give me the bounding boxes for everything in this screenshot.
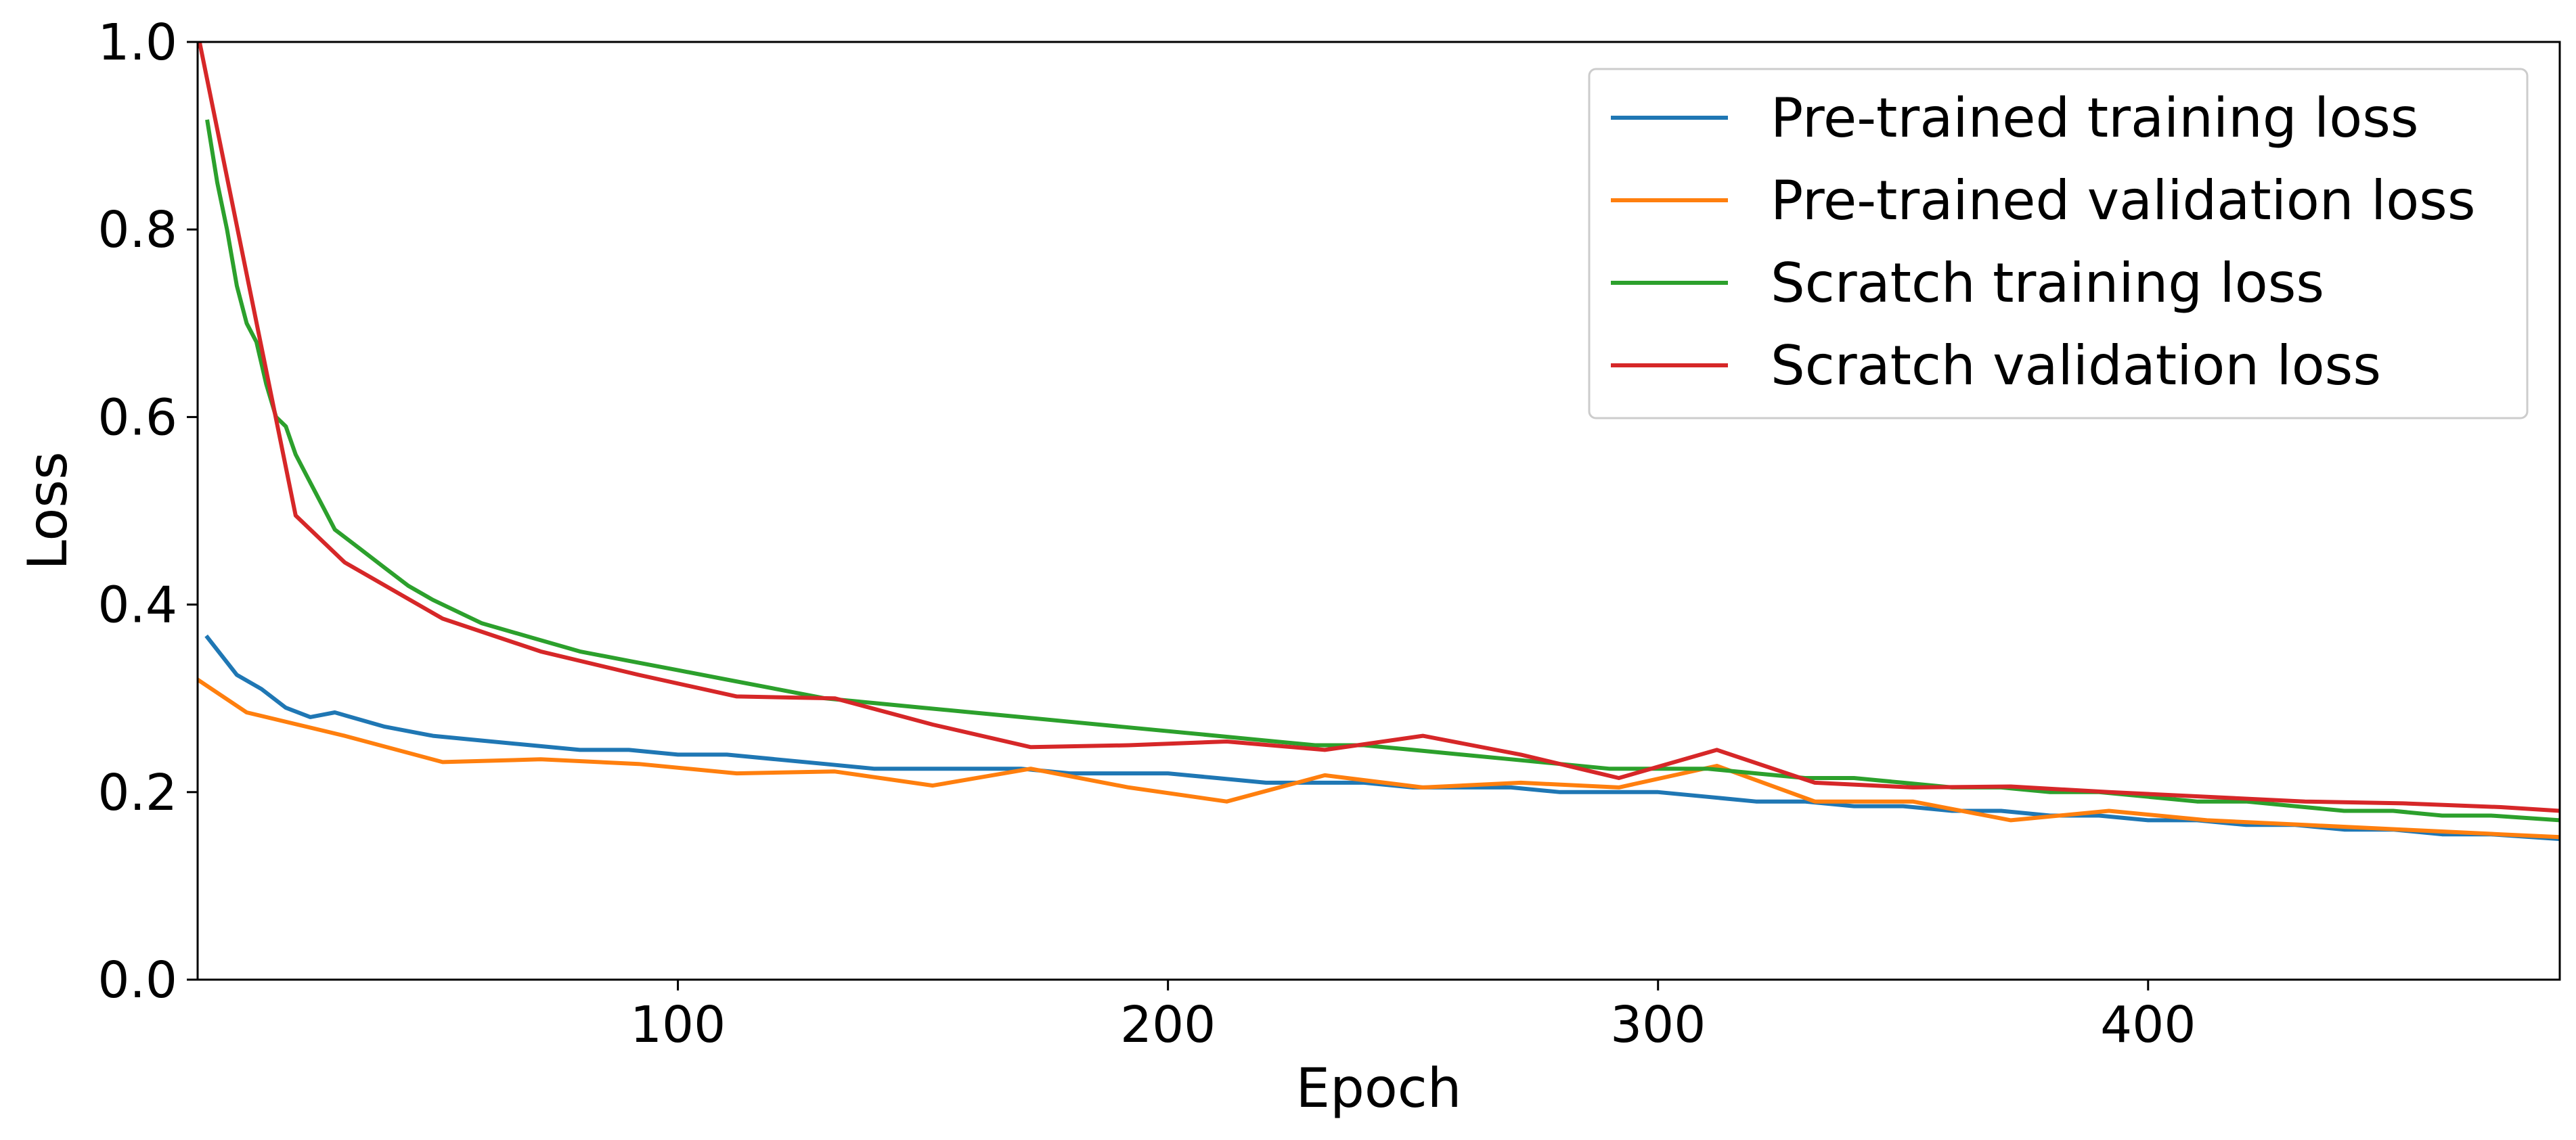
x-tick-label: 100 [630, 996, 726, 1054]
legend-label-1: Pre-trained training loss [1771, 87, 2419, 150]
legend: Pre-trained training loss Pre-trained val… [1588, 68, 2529, 419]
x-tick-label: 200 [1120, 996, 1216, 1054]
legend-label-3: Scratch training loss [1771, 252, 2324, 315]
legend-box [1588, 68, 2529, 419]
series-line-3 [205, 119, 2560, 823]
series-line-4 [198, 42, 2560, 813]
y-axis-title: Loss [16, 451, 79, 570]
x-axis-title: Epoch [1296, 1057, 1462, 1120]
x-tick-label: 300 [1610, 996, 1706, 1054]
y-tick-label: 0.8 [97, 201, 177, 259]
series-line-2 [198, 677, 2560, 840]
y-tick-label: 0.4 [97, 576, 177, 635]
plot-area-frame [196, 41, 2561, 981]
axis-ticks: 100 200 300 400 0.0 0.2 0.4 0.6 0.8 1.0 [97, 14, 2196, 1054]
legend-label-2: Pre-trained validation loss [1771, 169, 2476, 232]
x-tick-label: 400 [2100, 996, 2196, 1054]
y-tick-label: 1.0 [97, 14, 177, 72]
series-line-1 [204, 634, 2560, 842]
y-tick-label: 0.0 [97, 951, 177, 1009]
y-tick-label: 0.6 [97, 388, 177, 447]
y-tick-label: 0.2 [97, 764, 177, 822]
legend-label-4: Scratch validation loss [1771, 334, 2381, 397]
series-layer [198, 42, 2560, 842]
